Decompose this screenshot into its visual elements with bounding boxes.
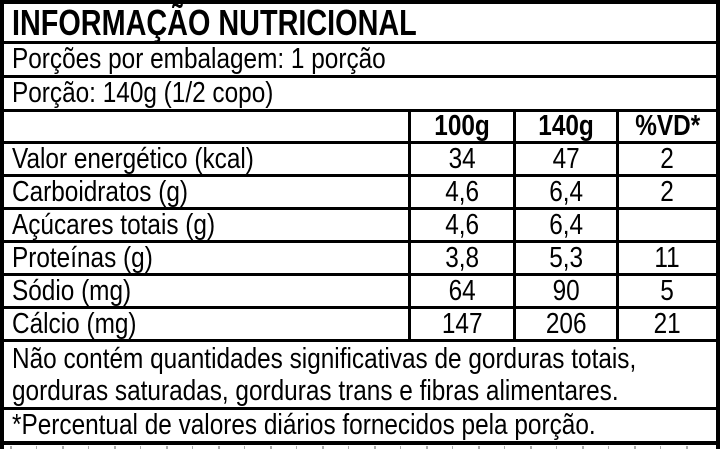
portion-size-text: Porção: 140g (1/2 copo) (12, 77, 274, 109)
row-value-vd: 2 (616, 144, 716, 177)
column-header-vd: %VD* (616, 112, 716, 144)
row-value-140g: 6,4 (513, 177, 616, 210)
row-value-vd: 2 (616, 177, 716, 210)
row-value-100g: 4,6 (408, 210, 513, 243)
footnote-text: *Percentual de valores diários fornecido… (12, 409, 596, 441)
row-label: Sódio (mg) (4, 276, 408, 309)
row-label: Valor energético (kcal) (4, 144, 408, 177)
row-value-vd: 21 (616, 309, 716, 342)
column-header-empty (4, 112, 408, 144)
row-value-100g: 4,6 (408, 177, 513, 210)
row-label: Cálcio (mg) (4, 309, 408, 342)
row-value-140g: 5,3 (513, 243, 616, 276)
nutrient-grid: 100g 140g %VD* Valor energético (kcal) 3… (4, 112, 716, 342)
note-line-2: gorduras saturadas, gorduras trans e fib… (12, 375, 619, 407)
note-line-1: Não contém quantidades significativas de… (12, 343, 637, 375)
row-label: Açúcares totais (g) (4, 210, 408, 243)
clipped-next-row (10, 446, 710, 449)
row-value-100g: 147 (408, 309, 513, 342)
daily-values-footnote: *Percentual de valores diários fornecido… (4, 409, 716, 445)
column-header-140g: 140g (513, 112, 616, 144)
row-label: Proteínas (g) (4, 243, 408, 276)
row-value-140g: 206 (513, 309, 616, 342)
servings-per-package-text: Porções por embalagem: 1 porção (12, 43, 386, 75)
row-value-vd (616, 210, 716, 243)
row-value-140g: 6,4 (513, 210, 616, 243)
row-value-140g: 47 (513, 144, 616, 177)
table-title: INFORMAÇÃO NUTRICIONAL (12, 1, 417, 43)
column-header-100g: 100g (408, 112, 513, 144)
title-row: INFORMAÇÃO NUTRICIONAL (4, 4, 716, 44)
portion-row: Porção: 140g (1/2 copo) (4, 77, 716, 112)
row-value-100g: 64 (408, 276, 513, 309)
servings-row: Porções por embalagem: 1 porção (4, 43, 716, 78)
row-value-100g: 3,8 (408, 243, 513, 276)
row-value-140g: 90 (513, 276, 616, 309)
insignificant-amounts-note: Não contém quantidades significativas de… (4, 342, 716, 410)
row-value-vd: 11 (616, 243, 716, 276)
row-value-vd: 5 (616, 276, 716, 309)
row-label: Carboidratos (g) (4, 177, 408, 210)
row-value-100g: 34 (408, 144, 513, 177)
